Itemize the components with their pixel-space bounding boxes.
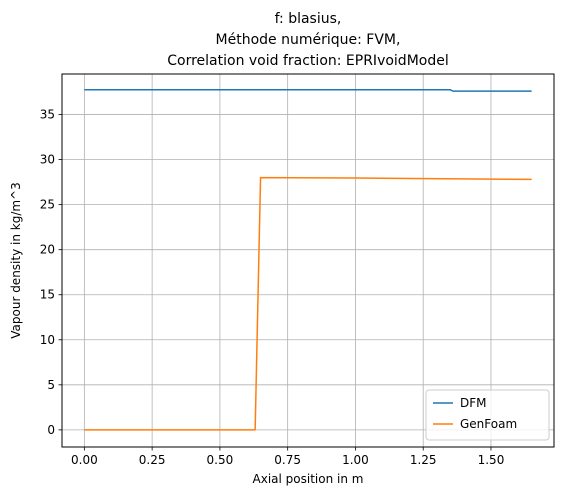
grid-lines — [62, 74, 554, 447]
x-tick-label: 0.75 — [274, 453, 301, 467]
chart-title: f: blasius, Méthode numérique: FVM, Corr… — [167, 11, 448, 69]
series-line-dfm — [84, 89, 532, 92]
legend-box — [425, 389, 550, 441]
legend-label-genfoam: GenFoam — [460, 417, 517, 431]
x-axis-label: Axial position in m — [253, 472, 364, 486]
y-tick-label: 10 — [40, 333, 55, 347]
x-tick-label: 0.00 — [71, 453, 98, 467]
legend: DFM GenFoam — [425, 389, 550, 441]
plot-frame — [61, 73, 555, 448]
y-tick-label: 5 — [47, 378, 55, 392]
y-tick-label: 30 — [40, 153, 55, 167]
y-axis-ticks: 0 5 10 15 20 25 30 35 — [40, 108, 62, 437]
x-tick-label: 1.25 — [410, 453, 437, 467]
x-axis-ticks: 0.00 0.25 0.50 0.75 1.00 1.25 1.50 — [71, 447, 504, 467]
y-tick-label: 20 — [40, 243, 55, 257]
x-tick-label: 1.50 — [478, 453, 505, 467]
y-tick-label: 0 — [47, 423, 55, 437]
x-tick-label: 1.00 — [342, 453, 369, 467]
legend-label-dfm: DFM — [460, 396, 487, 410]
x-tick-label: 0.50 — [207, 453, 234, 467]
chart-title-line-2: Méthode numérique: FVM, — [216, 32, 401, 48]
y-tick-label: 35 — [40, 108, 55, 122]
series-lines — [84, 89, 532, 431]
x-tick-label: 0.25 — [139, 453, 166, 467]
chart-title-line-1: f: blasius, — [275, 11, 342, 27]
y-tick-label: 15 — [40, 288, 55, 302]
y-axis-label: Vapour density in kg/m^3 — [9, 182, 23, 339]
y-tick-label: 25 — [40, 198, 55, 212]
chart-title-line-3: Correlation void fraction: EPRIvoidModel — [167, 53, 448, 69]
series-line-genfoam — [84, 176, 532, 431]
